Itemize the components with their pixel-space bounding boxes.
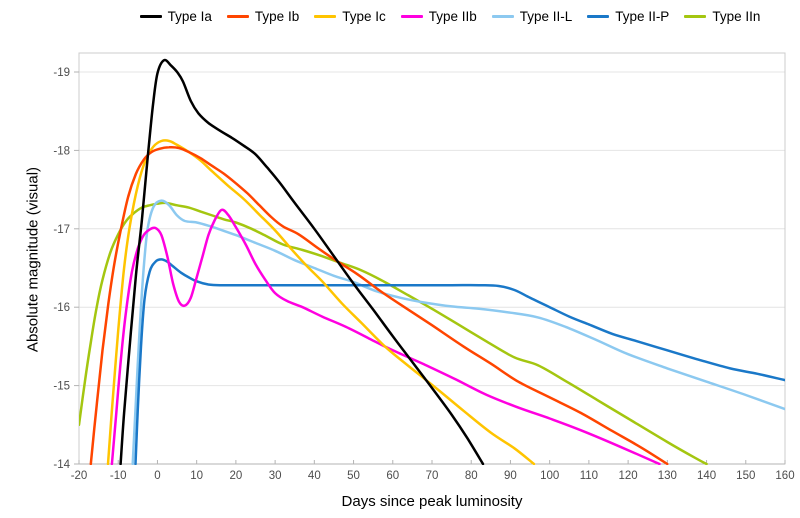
legend-item-type-iib: Type IIb <box>400 8 477 24</box>
x-tick-label: 160 <box>775 470 794 482</box>
legend-swatch <box>139 14 162 18</box>
x-tick-label: 70 <box>426 470 439 482</box>
y-tick-label: -18 <box>53 145 70 157</box>
x-tick-label: 100 <box>540 470 559 482</box>
legend-swatch <box>400 14 423 18</box>
x-tick-label: 30 <box>269 470 282 482</box>
legend-swatch <box>491 14 514 18</box>
legend-label: Type II-P <box>615 8 670 24</box>
legend-label: Type Ib <box>254 8 300 24</box>
x-tick-label: 120 <box>619 470 638 482</box>
x-tick-label: 110 <box>580 470 598 482</box>
x-tick-label: 130 <box>658 470 677 482</box>
y-tick-label: -19 <box>53 67 70 79</box>
legend-swatch <box>587 14 610 18</box>
x-tick-label: 50 <box>347 470 360 482</box>
x-axis-title: Days since peak luminosity <box>341 493 523 510</box>
x-tick-label: 140 <box>697 470 716 482</box>
x-tick-label: -20 <box>71 470 88 482</box>
y-tick-label: -17 <box>53 224 70 236</box>
y-tick-label: -16 <box>53 302 70 314</box>
y-tick-label: -15 <box>53 381 70 393</box>
series-line-type-ii-p <box>134 258 785 465</box>
legend-label: Type Ia <box>167 8 212 24</box>
legend-label: Type II-L <box>519 8 573 24</box>
x-tick-label: 10 <box>190 470 203 482</box>
x-tick-label: 90 <box>504 470 517 482</box>
legend-item-type-iin: Type IIn <box>684 9 760 24</box>
series-line-type-ic <box>106 139 536 465</box>
x-tick-label: 60 <box>386 470 399 482</box>
x-tick-label: 80 <box>465 470 478 482</box>
chart-legend: Type Ia Type Ib Type Ic Type IIb Type II-L Ty… <box>0 6 800 26</box>
legend-swatch <box>314 14 337 18</box>
x-tick-label: 40 <box>308 470 321 482</box>
x-tick-label: 20 <box>229 470 242 482</box>
y-axis-title: Absolute magnitude (visual) <box>24 166 42 353</box>
legend-swatch <box>226 14 249 18</box>
legend-swatch <box>684 14 707 18</box>
legend-item-type-ib: Type Ib <box>226 8 300 24</box>
legend-label: Type IIb <box>428 8 477 24</box>
series-line-type-ib <box>89 145 669 465</box>
series-line-type-iib <box>110 208 661 465</box>
x-tick-label: 0 <box>154 470 160 482</box>
plot-border <box>78 52 786 465</box>
legend-item-type-ic: Type Ic <box>314 9 386 24</box>
legend-item-type-ia: Type Ia <box>139 8 212 24</box>
legend-label: Type Ic <box>342 8 386 24</box>
legend-item-type-ii-l: Type II-L <box>491 8 573 24</box>
legend-item-type-ii-p: Type II-P <box>587 9 669 24</box>
x-tick-label: 150 <box>736 470 755 482</box>
y-tick-label: -14 <box>53 459 70 471</box>
x-tick-label: -10 <box>110 470 127 482</box>
series-line-type-ia <box>119 58 485 465</box>
legend-label: Type IIn <box>712 8 761 24</box>
